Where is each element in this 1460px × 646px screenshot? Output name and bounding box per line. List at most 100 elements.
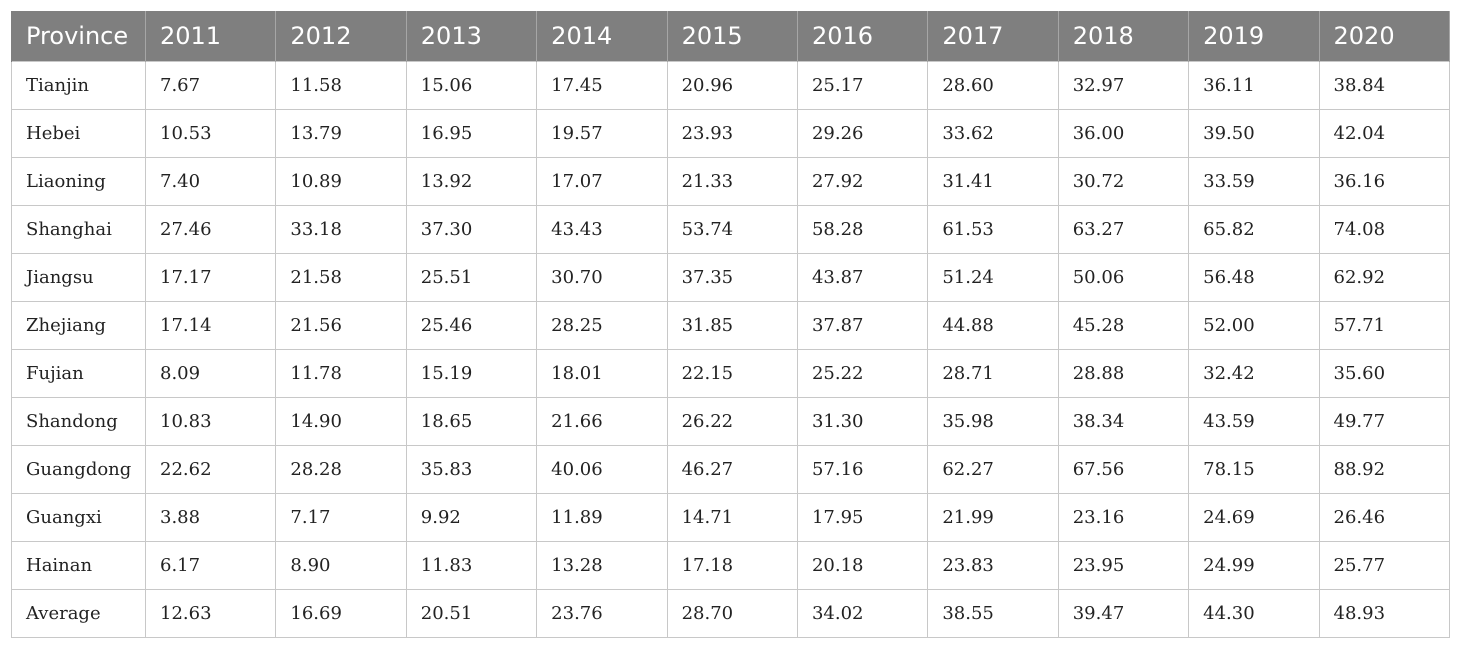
value-cell: 33.18	[275, 205, 407, 254]
value-cell: 24.99	[1188, 541, 1320, 590]
header-cell-2020: 2020	[1318, 11, 1450, 62]
value-cell: 31.41	[927, 157, 1059, 206]
value-cell: 48.93	[1318, 589, 1450, 638]
value-cell: 56.48	[1188, 253, 1320, 302]
province-name-cell: Average	[11, 589, 146, 638]
value-cell: 22.15	[666, 349, 798, 398]
value-cell: 46.27	[666, 445, 798, 494]
value-cell: 43.43	[536, 205, 668, 254]
province-name-cell: Shanghai	[11, 205, 146, 254]
value-cell: 51.24	[927, 253, 1059, 302]
value-cell: 6.17	[144, 541, 277, 590]
table-row: Guangxi 3.88 7.17 9.92 11.89 14.71 17.95 21.99 2…	[11, 493, 1450, 542]
value-cell: 11.83	[405, 541, 538, 590]
value-cell: 45.28	[1057, 301, 1190, 350]
value-cell: 25.22	[796, 349, 929, 398]
value-cell: 7.67	[144, 61, 277, 110]
value-cell: 33.62	[927, 109, 1059, 158]
data-table-container: Province 2011 2012 2013 2014 2015 2016 2…	[11, 11, 1450, 638]
value-cell: 63.27	[1057, 205, 1190, 254]
value-cell: 38.84	[1318, 61, 1450, 110]
value-cell: 10.83	[144, 397, 277, 446]
value-cell: 25.17	[796, 61, 929, 110]
header-cell-2014: 2014	[536, 11, 668, 62]
value-cell: 43.59	[1188, 397, 1320, 446]
province-name-cell: Hainan	[11, 541, 146, 590]
value-cell: 27.92	[796, 157, 929, 206]
value-cell: 28.88	[1057, 349, 1190, 398]
header-cell-2012: 2012	[275, 11, 407, 62]
value-cell: 23.16	[1057, 493, 1190, 542]
value-cell: 16.95	[405, 109, 538, 158]
value-cell: 53.74	[666, 205, 798, 254]
value-cell: 12.63	[144, 589, 277, 638]
value-cell: 38.55	[927, 589, 1059, 638]
table-row: Hebei 10.53 13.79 16.95 19.57 23.93 29.26 33.62…	[11, 109, 1450, 158]
value-cell: 23.95	[1057, 541, 1190, 590]
table-row: Shandong 10.83 14.90 18.65 21.66 26.22 31.30 35…	[11, 397, 1450, 446]
value-cell: 58.28	[796, 205, 929, 254]
value-cell: 65.82	[1188, 205, 1320, 254]
value-cell: 23.93	[666, 109, 798, 158]
value-cell: 14.90	[275, 397, 407, 446]
value-cell: 18.01	[536, 349, 668, 398]
province-name-cell: Guangdong	[11, 445, 146, 494]
value-cell: 25.77	[1318, 541, 1450, 590]
value-cell: 30.70	[536, 253, 668, 302]
value-cell: 26.22	[666, 397, 798, 446]
province-name-cell: Hebei	[11, 109, 146, 158]
value-cell: 15.06	[405, 61, 538, 110]
value-cell: 13.28	[536, 541, 668, 590]
value-cell: 8.09	[144, 349, 277, 398]
value-cell: 7.17	[275, 493, 407, 542]
value-cell: 37.30	[405, 205, 538, 254]
value-cell: 35.60	[1318, 349, 1450, 398]
value-cell: 24.69	[1188, 493, 1320, 542]
value-cell: 57.16	[796, 445, 929, 494]
header-cell-2017: 2017	[927, 11, 1059, 62]
value-cell: 21.58	[275, 253, 407, 302]
value-cell: 28.25	[536, 301, 668, 350]
header-cell-province: Province	[11, 11, 146, 62]
value-cell: 39.50	[1188, 109, 1320, 158]
value-cell: 11.78	[275, 349, 407, 398]
province-name-cell: Tianjin	[11, 61, 146, 110]
value-cell: 7.40	[144, 157, 277, 206]
value-cell: 17.07	[536, 157, 668, 206]
value-cell: 29.26	[796, 109, 929, 158]
value-cell: 26.46	[1318, 493, 1450, 542]
value-cell: 31.85	[666, 301, 798, 350]
value-cell: 20.18	[796, 541, 929, 590]
value-cell: 17.45	[536, 61, 668, 110]
value-cell: 21.99	[927, 493, 1059, 542]
value-cell: 27.46	[144, 205, 277, 254]
province-name-cell: Fujian	[11, 349, 146, 398]
header-cell-2011: 2011	[144, 11, 277, 62]
value-cell: 8.90	[275, 541, 407, 590]
value-cell: 10.89	[275, 157, 407, 206]
value-cell: 20.96	[666, 61, 798, 110]
value-cell: 50.06	[1057, 253, 1190, 302]
value-cell: 13.92	[405, 157, 538, 206]
table-row: Liaoning 7.40 10.89 13.92 17.07 21.33 27.92 31.…	[11, 157, 1450, 206]
value-cell: 28.71	[927, 349, 1059, 398]
value-cell: 67.56	[1057, 445, 1190, 494]
value-cell: 19.57	[536, 109, 668, 158]
value-cell: 23.76	[536, 589, 668, 638]
value-cell: 62.92	[1318, 253, 1450, 302]
table-row: Tianjin 7.67 11.58 15.06 17.45 20.96 25.17 28.6…	[11, 61, 1450, 110]
value-cell: 10.53	[144, 109, 277, 158]
province-name-cell: Liaoning	[11, 157, 146, 206]
value-cell: 44.88	[927, 301, 1059, 350]
value-cell: 25.46	[405, 301, 538, 350]
value-cell: 25.51	[405, 253, 538, 302]
value-cell: 34.02	[796, 589, 929, 638]
value-cell: 21.56	[275, 301, 407, 350]
province-data-table: Province 2011 2012 2013 2014 2015 2016 2…	[11, 11, 1450, 638]
value-cell: 14.71	[666, 493, 798, 542]
value-cell: 33.59	[1188, 157, 1320, 206]
value-cell: 74.08	[1318, 205, 1450, 254]
value-cell: 61.53	[927, 205, 1059, 254]
value-cell: 78.15	[1188, 445, 1320, 494]
header-cell-2015: 2015	[666, 11, 798, 62]
